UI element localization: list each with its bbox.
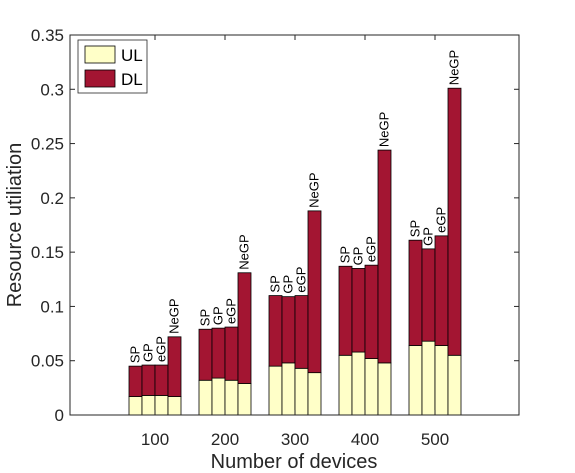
- bar-segment-ul: [154, 395, 169, 416]
- bar-segment-dl: [198, 328, 213, 381]
- bar-scheme-label: NeGP: [447, 50, 462, 85]
- bar-scheme-label: SP: [198, 309, 213, 326]
- x-tick-label: 200: [211, 430, 239, 449]
- bar-scheme-label: GP: [141, 343, 156, 362]
- bar-scheme-label: NeGP: [307, 172, 322, 207]
- bar-segment-dl: [268, 295, 283, 367]
- bar-segment-ul: [364, 358, 379, 416]
- bar-scheme-label: eGP: [364, 236, 379, 262]
- x-tick-label: 100: [141, 430, 169, 449]
- bar-segment-ul: [351, 351, 366, 416]
- legend-label-ul: UL: [121, 46, 143, 65]
- bar-segment-dl: [281, 296, 296, 364]
- bar-segment-dl: [421, 248, 436, 342]
- bar-scheme-label: eGP: [294, 267, 309, 293]
- bar-segment-dl: [307, 210, 322, 374]
- bar-segment-ul: [224, 379, 239, 416]
- bar-segment-ul: [237, 383, 252, 416]
- bar-segment-dl: [434, 235, 449, 346]
- bar-segment-dl: [351, 268, 366, 353]
- bar-segment-ul: [281, 362, 296, 416]
- bar-segment-ul: [421, 340, 436, 416]
- y-tick-label: 0.35: [31, 26, 64, 45]
- bar-segment-dl: [377, 149, 392, 364]
- bar-segment-ul: [128, 396, 143, 416]
- bar-segment-dl: [154, 364, 169, 396]
- bars-layer: [128, 87, 462, 416]
- x-tick-label: 400: [351, 430, 379, 449]
- bar-segment-ul: [294, 367, 309, 416]
- bar-segment-dl: [211, 327, 226, 379]
- bar-scheme-label: eGP: [224, 298, 239, 324]
- bar-segment-dl: [167, 336, 182, 397]
- bar-scheme-label: eGP: [434, 207, 449, 233]
- bar-segment-ul: [141, 395, 156, 416]
- bar-scheme-label: SP: [128, 346, 143, 363]
- bar-scheme-label: NeGP: [167, 298, 182, 333]
- bar-segment-ul: [211, 377, 226, 416]
- bar-segment-ul: [338, 354, 353, 416]
- bar-segment-ul: [198, 379, 213, 416]
- x-tick-label: 300: [281, 430, 309, 449]
- bar-segment-ul: [408, 345, 423, 416]
- bar-segment-ul: [434, 345, 449, 416]
- legend: UL DL: [77, 39, 148, 94]
- bar-segment-dl: [294, 295, 309, 369]
- bar-segment-dl: [128, 365, 143, 397]
- bar-segment-ul: [447, 354, 462, 416]
- bar-segment-dl: [364, 264, 379, 359]
- y-tick-label: 0.25: [31, 135, 64, 154]
- bar-scheme-label: GP: [351, 247, 366, 266]
- bar-scheme-label: SP: [268, 275, 283, 292]
- bar-segment-ul: [268, 365, 283, 416]
- bar-segment-dl: [408, 239, 423, 346]
- x-axis: 100 200 300 400 500: [141, 35, 449, 449]
- y-tick-label: 0.1: [40, 297, 64, 316]
- y-axis: 0 0.05 0.1 0.15 0.2 0.25 0.3 0.35: [31, 26, 519, 425]
- bar-scheme-label: eGP: [154, 336, 169, 362]
- x-tick-label: 500: [421, 430, 449, 449]
- legend-swatch-ul: [84, 45, 116, 64]
- bar-scheme-label: GP: [211, 306, 226, 325]
- y-tick-label: 0: [55, 406, 64, 425]
- bar-scheme-label: GP: [421, 227, 436, 246]
- bar-scheme-label: GP: [281, 275, 296, 294]
- bar-scheme-label: NeGP: [377, 112, 392, 147]
- bar-segment-dl: [224, 326, 239, 381]
- bar-scheme-label: SP: [338, 246, 353, 263]
- bar-segment-ul: [377, 362, 392, 416]
- y-tick-label: 0.05: [31, 352, 64, 371]
- bar-scheme-label: SP: [408, 220, 423, 237]
- y-tick-label: 0.15: [31, 243, 64, 262]
- y-tick-label: 0.2: [40, 189, 64, 208]
- bar-scheme-label: NeGP: [237, 234, 252, 269]
- bar-segment-ul: [167, 396, 182, 416]
- bar-segment-dl: [447, 87, 462, 356]
- bar-segment-dl: [141, 364, 156, 396]
- legend-label-dl: DL: [121, 70, 143, 89]
- legend-swatch-dl: [84, 69, 116, 88]
- y-axis-label: Resource utiliation: [4, 143, 26, 308]
- y-tick-label: 0.3: [40, 80, 64, 99]
- bar-segment-dl: [338, 265, 353, 356]
- x-axis-label: Number of devices: [211, 451, 378, 473]
- bar-segment-dl: [237, 272, 252, 384]
- bar-segment-ul: [307, 372, 322, 416]
